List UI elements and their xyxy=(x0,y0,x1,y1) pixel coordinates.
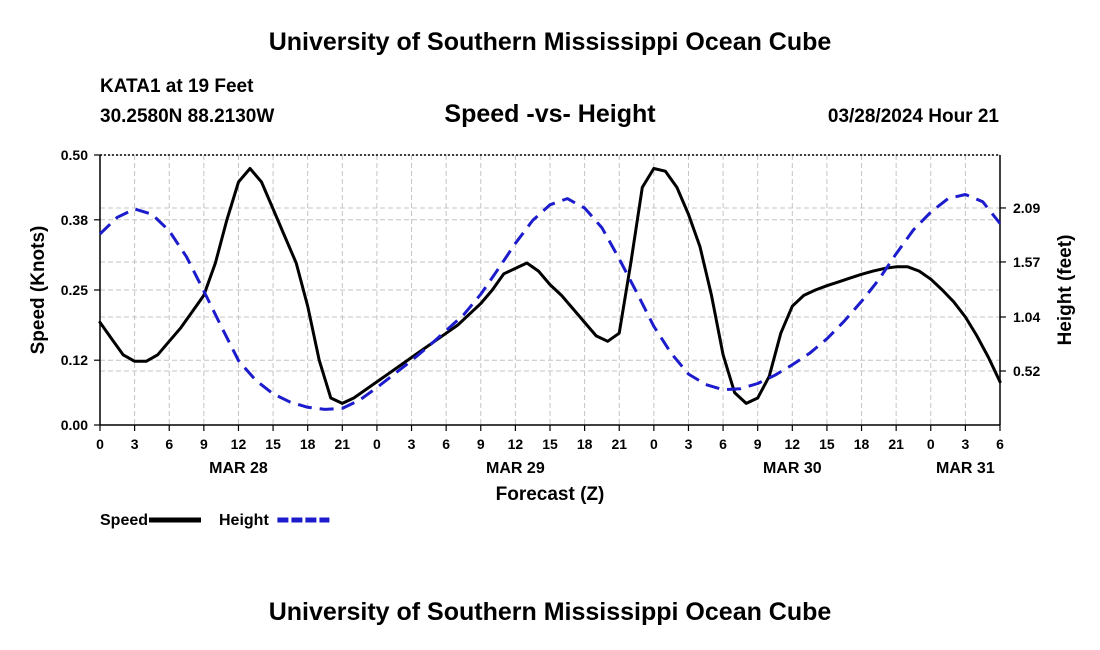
y-right-axis-title: Height (feet) xyxy=(1055,235,1076,346)
x-date-label: MAR 31 xyxy=(936,460,995,477)
x-tick-label: 0 xyxy=(96,436,104,452)
y-left-axis-title: Speed (Knots) xyxy=(28,226,49,355)
x-tick-label: 6 xyxy=(165,436,173,452)
x-tick-label: 18 xyxy=(577,436,593,452)
x-tick-label: 21 xyxy=(888,436,904,452)
x-tick-label: 0 xyxy=(650,436,658,452)
x-tick-label: 12 xyxy=(785,436,801,452)
chart-title: Speed -vs- Height xyxy=(444,100,656,128)
x-tick-label: 9 xyxy=(754,436,762,452)
x-tick-label: 6 xyxy=(996,436,1004,452)
x-date-label: MAR 28 xyxy=(209,460,268,477)
series-line-speed xyxy=(98,167,1002,405)
x-tick-label: 15 xyxy=(819,436,835,452)
x-tick-label: 3 xyxy=(685,436,693,452)
legend-label: Height xyxy=(219,512,269,529)
x-tick-label: 6 xyxy=(719,436,727,452)
series-line-height xyxy=(98,193,1002,411)
x-tick-label: 21 xyxy=(611,436,627,452)
x-axis-title: Forecast (Z) xyxy=(496,484,605,505)
y-left-tick-label: 0.50 xyxy=(61,147,88,163)
y-left-tick-label: 0.25 xyxy=(61,282,88,298)
x-tick-label: 15 xyxy=(542,436,558,452)
page-title: University of Southern Mississippi Ocean… xyxy=(268,28,832,56)
x-tick-label: 12 xyxy=(508,436,524,452)
station-coordinates: 30.2580N 88.2130W xyxy=(100,106,275,127)
x-tick-label: 15 xyxy=(265,436,281,452)
y-left-tick-label: 0.38 xyxy=(61,212,88,228)
x-tick-label: 18 xyxy=(300,436,316,452)
x-date-label: MAR 29 xyxy=(486,460,545,477)
forecast-datetime: 03/28/2024 Hour 21 xyxy=(827,106,999,127)
y-right-tick-label: 1.04 xyxy=(1013,309,1040,325)
x-tick-label: 9 xyxy=(200,436,208,452)
y-left-tick-label: 0.12 xyxy=(61,352,88,368)
y-right-tick-label: 2.09 xyxy=(1013,200,1040,216)
x-date-label: MAR 30 xyxy=(763,460,822,477)
x-tick-label: 0 xyxy=(927,436,935,452)
x-tick-label: 3 xyxy=(408,436,416,452)
legend-label: Speed xyxy=(100,512,148,529)
chart-legend: Speed Height xyxy=(100,512,330,529)
x-tick-label: 0 xyxy=(373,436,381,452)
x-tick-label: 9 xyxy=(477,436,485,452)
station-name: KATA1 at 19 Feet xyxy=(100,76,254,97)
x-tick-label: 3 xyxy=(961,436,969,452)
x-tick-label: 21 xyxy=(335,436,351,452)
x-tick-label: 18 xyxy=(854,436,870,452)
y-right-tick-label: 1.57 xyxy=(1013,254,1040,270)
y-left-tick-label: 0.00 xyxy=(61,417,88,433)
x-tick-label: 6 xyxy=(442,436,450,452)
x-tick-label: 3 xyxy=(131,436,139,452)
x-tick-label: 12 xyxy=(231,436,247,452)
footer-title: University of Southern Mississippi Ocean… xyxy=(268,598,832,626)
y-right-tick-label: 0.52 xyxy=(1013,363,1040,379)
